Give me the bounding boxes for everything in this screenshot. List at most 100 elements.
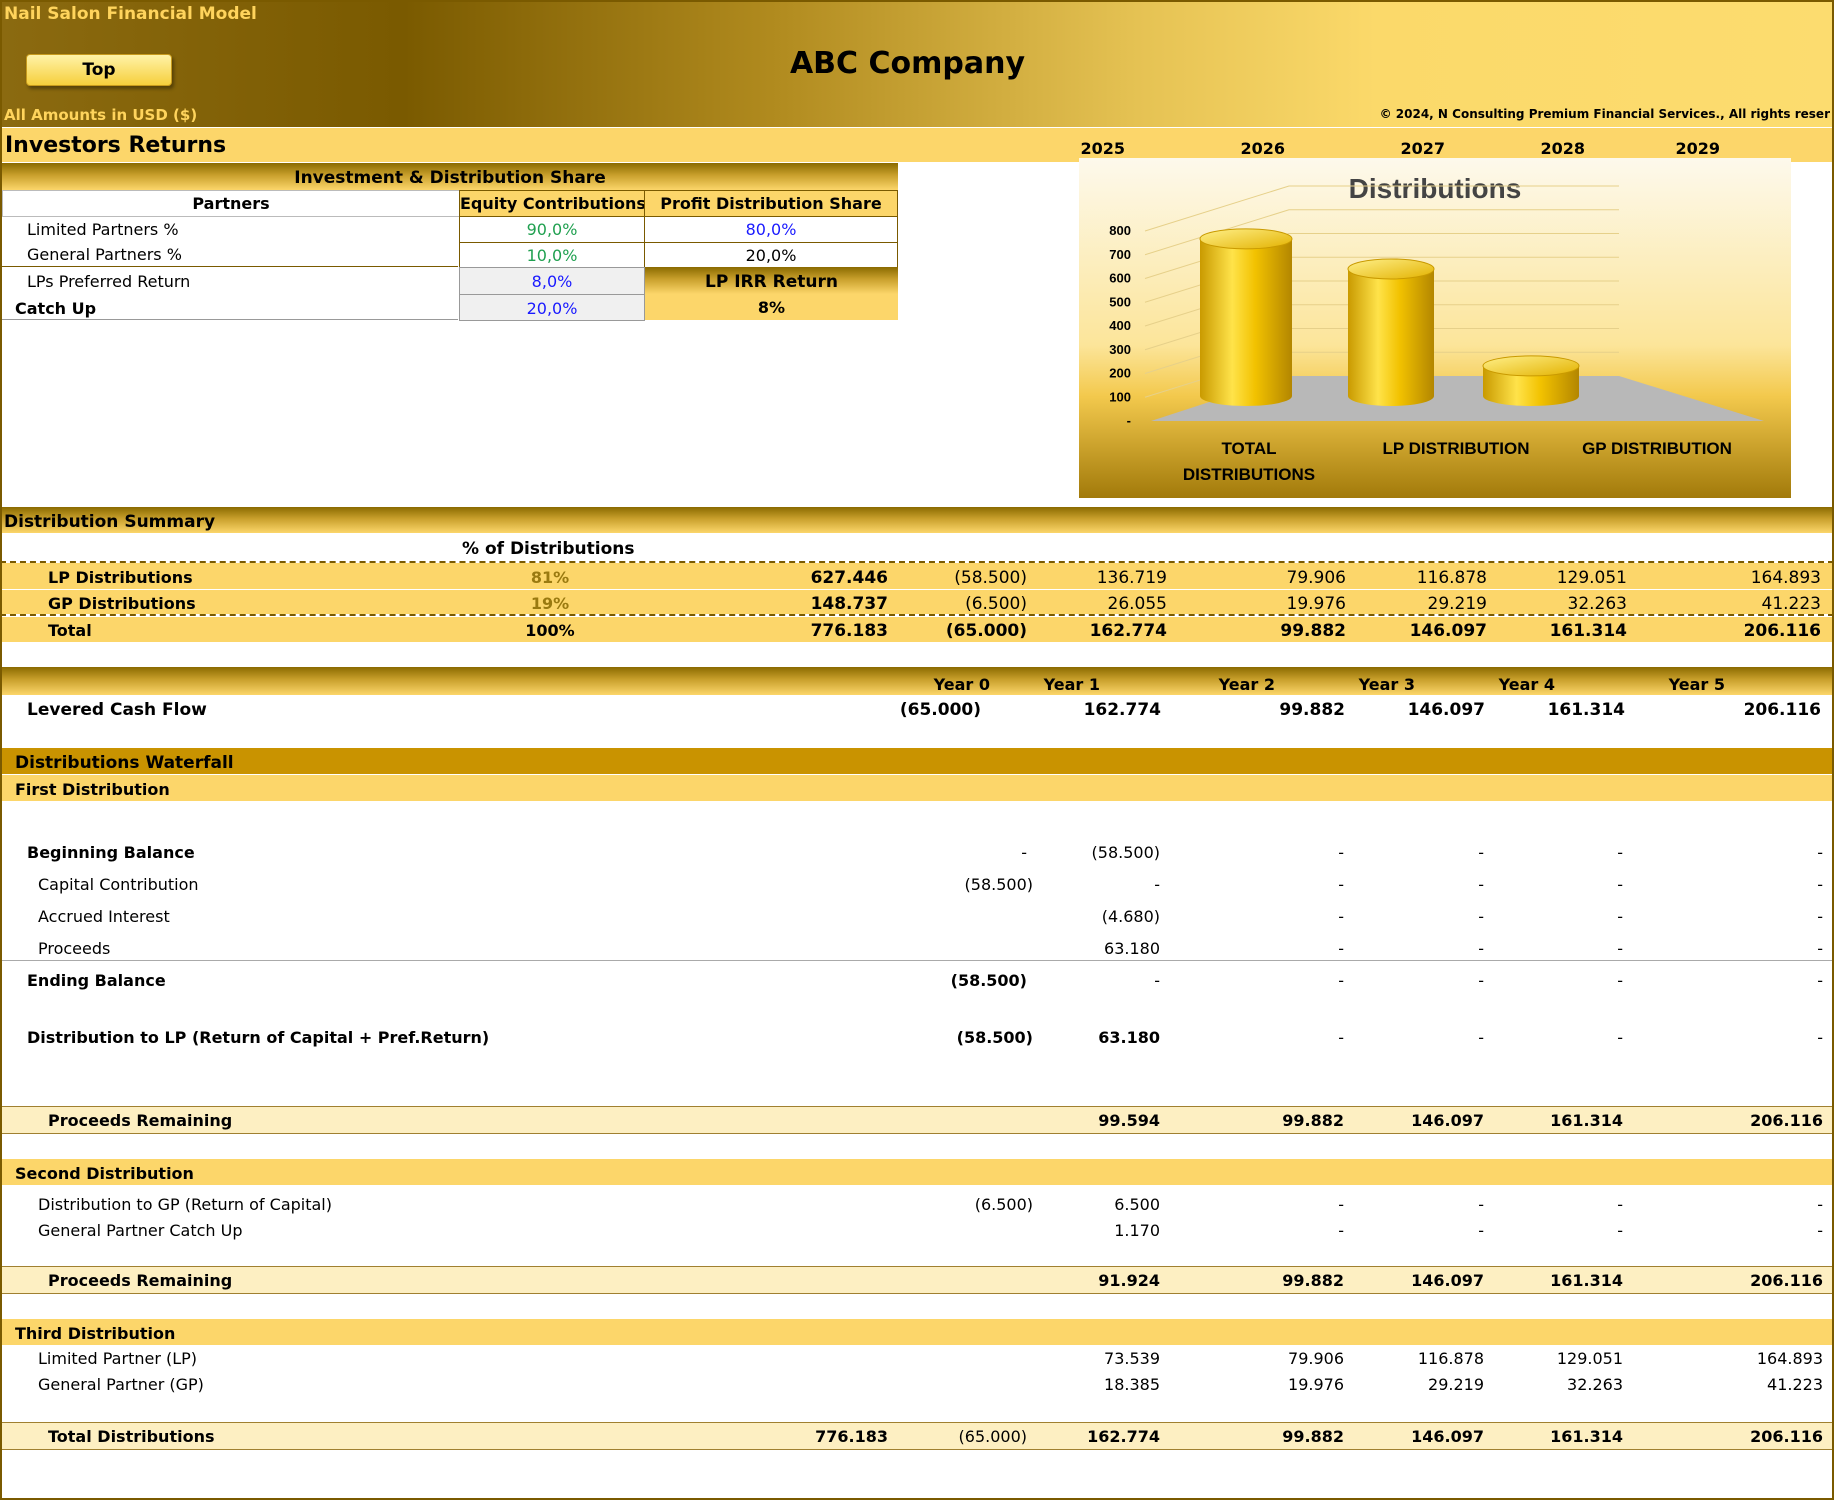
third-lp-y3: 116.878 xyxy=(1417,1349,1484,1368)
equity-header: Equity Contributions xyxy=(459,190,646,217)
dist-to-gp-row: Distribution to GP (Return of Capital) (… xyxy=(0,1192,1834,1216)
dist-to-lp-row: Distribution to LP (Return of Capital + … xyxy=(0,1025,1834,1049)
total-distributions-sum: 776.183 xyxy=(815,1427,888,1446)
year-2029: 2029 xyxy=(1675,139,1720,158)
remaining2-y1: 91.924 xyxy=(1098,1271,1160,1290)
irr-label: LP IRR Return xyxy=(705,272,838,292)
accrued-y2: - xyxy=(1338,907,1344,926)
catchup-label: Catch Up xyxy=(15,299,97,318)
waterfall-title-bar: Distributions Waterfall xyxy=(0,748,1834,774)
capital-y1: - xyxy=(1154,875,1160,894)
year-5-label: Year 5 xyxy=(1668,675,1725,694)
dist-lp-y1: 63.180 xyxy=(1098,1028,1160,1047)
dist-lp-y5: - xyxy=(1817,1028,1823,1047)
accrued-y3: - xyxy=(1478,907,1484,926)
levered-y5: 206.116 xyxy=(1743,700,1821,720)
total-dist-label: Total xyxy=(48,621,92,640)
dist-lp-y3: - xyxy=(1478,1028,1484,1047)
capital-y2: - xyxy=(1338,875,1344,894)
total-distributions-y3: 146.097 xyxy=(1411,1427,1484,1446)
section-title: Investors Returns xyxy=(5,133,227,158)
total-distributions-y5: 206.116 xyxy=(1750,1427,1823,1446)
y-tick-label: 100 xyxy=(1109,389,1131,404)
lp-dist-y4: 129.051 xyxy=(1556,568,1627,588)
ending-y1: - xyxy=(1154,971,1160,990)
gp-dist-y2: 19.976 xyxy=(1286,594,1346,614)
year-0-label: Year 0 xyxy=(933,675,990,694)
ending-y0: (58.500) xyxy=(950,971,1027,990)
third-lp-row: Limited Partner (LP) 73.539 79.906 116.8… xyxy=(0,1346,1834,1370)
y-tick-label: 600 xyxy=(1109,271,1131,286)
proceeds-y3: - xyxy=(1478,939,1484,958)
remaining2-y2: 99.882 xyxy=(1282,1271,1344,1290)
y-tick-label: 500 xyxy=(1109,294,1131,309)
first-dist-bar: First Distribution xyxy=(0,775,1834,801)
remaining2-y5: 206.116 xyxy=(1750,1271,1823,1290)
levered-y4: 161.314 xyxy=(1547,700,1625,720)
y-tick-label: 300 xyxy=(1109,342,1131,357)
catchup-y2: - xyxy=(1338,1221,1344,1240)
investment-title-bar: Investment & Distribution Share xyxy=(2,163,898,190)
chart-title: Distributions xyxy=(1349,173,1522,204)
remaining1-y5: 206.116 xyxy=(1750,1111,1823,1130)
remaining1-y4: 161.314 xyxy=(1550,1111,1623,1130)
summary-row-total: Total 100% 776.183 (65.000) 162.774 99.8… xyxy=(0,617,1834,642)
amounts-note: All Amounts in USD ($) xyxy=(4,106,198,124)
section-title-row: Investors Returns 2025 2026 2027 2028 20… xyxy=(0,128,1834,162)
summary-row-gp: GP Distributions 19% 148.737 (6.500) 26.… xyxy=(0,590,1834,614)
chart-floor xyxy=(1151,376,1764,421)
chart-y-ticks: - 100 200 300 400 500 600 700 800 xyxy=(1109,223,1131,428)
remaining1-y2: 99.882 xyxy=(1282,1111,1344,1130)
lp-profit-cell[interactable]: 80,0% xyxy=(644,216,898,243)
ending-y4: - xyxy=(1617,971,1623,990)
levered-y1: 162.774 xyxy=(1083,700,1161,720)
gp-profit-cell[interactable]: 20,0% xyxy=(644,242,898,268)
investment-title: Investment & Distribution Share xyxy=(294,168,606,188)
top-button[interactable]: Top xyxy=(26,54,172,86)
irr-label-cell: LP IRR Return xyxy=(645,267,898,294)
catchup-value: 20,0% xyxy=(526,299,578,318)
y-tick-label: 200 xyxy=(1109,366,1131,381)
pref-return-cell[interactable]: 8,0% xyxy=(459,267,645,295)
dist-gp-y5: - xyxy=(1817,1195,1823,1214)
gp-dist-y0: (6.500) xyxy=(965,594,1027,614)
y-tick-label: - xyxy=(1127,413,1131,428)
category-label: LP DISTRIBUTION xyxy=(1382,439,1529,458)
catchup-cell[interactable]: 20,0% xyxy=(459,294,645,321)
gp-equity-cell[interactable]: 10,0% xyxy=(459,242,645,268)
lp-dist-y3: 116.878 xyxy=(1416,568,1487,588)
bar-gp-distribution xyxy=(1482,355,1580,406)
capital-y3: - xyxy=(1478,875,1484,894)
dist-lp-y0: (58.500) xyxy=(956,1028,1033,1047)
category-label: DISTRIBUTIONS xyxy=(1183,465,1315,484)
remaining1-y3: 146.097 xyxy=(1411,1111,1484,1130)
gp-dist-y5: 41.223 xyxy=(1761,594,1821,614)
levered-y2: 99.882 xyxy=(1279,700,1345,720)
lp-equity-value: 90,0% xyxy=(526,220,578,239)
beginning-y3: - xyxy=(1478,843,1484,862)
total-dist-pct: 100% xyxy=(525,621,575,640)
total-dist-y2: 99.882 xyxy=(1280,621,1346,641)
levered-y3: 146.097 xyxy=(1407,700,1485,720)
lp-equity-cell[interactable]: 90,0% xyxy=(459,216,645,243)
second-dist-bar: Second Distribution xyxy=(0,1159,1834,1185)
beginning-y1: (58.500) xyxy=(1091,843,1160,862)
bar-lp-distribution xyxy=(1347,258,1435,406)
beginning-y0: - xyxy=(1021,843,1027,862)
accrued-y1: (4.680) xyxy=(1101,907,1160,926)
third-lp-y2: 79.906 xyxy=(1288,1349,1344,1368)
proceeds-divider xyxy=(0,960,1834,961)
gridline xyxy=(1144,209,1619,256)
gridline xyxy=(1144,185,1619,232)
partners-header: Partners xyxy=(2,190,460,217)
lp-dist-y5: 164.893 xyxy=(1750,568,1821,588)
gp-catchup-row: General Partner Catch Up 1.170 - - - - xyxy=(0,1218,1834,1242)
accrued-y5: - xyxy=(1817,907,1823,926)
total-distributions-y4: 161.314 xyxy=(1550,1427,1623,1446)
total-dist-y0: (65.000) xyxy=(945,621,1027,641)
proceeds-y1: 63.180 xyxy=(1104,939,1160,958)
proceeds-row: Proceeds 63.180 - - - - xyxy=(0,936,1834,960)
third-lp-label: Limited Partner (LP) xyxy=(38,1349,198,1368)
table-divider xyxy=(2,266,458,267)
third-gp-y4: 32.263 xyxy=(1567,1375,1623,1394)
